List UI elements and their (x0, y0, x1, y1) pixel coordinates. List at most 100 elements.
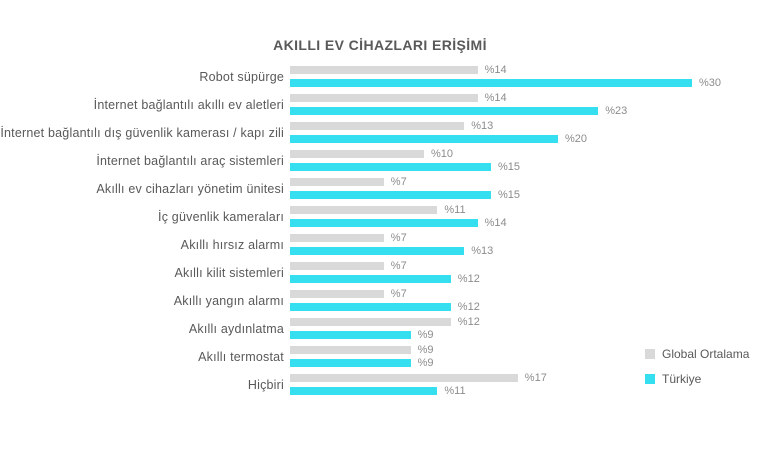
bar-turkiye (290, 107, 599, 115)
value-label-turkiye: %9 (417, 328, 434, 341)
value-label-turkiye: %13 (471, 244, 494, 257)
bar-global (290, 178, 384, 186)
category-label-cell: İnternet bağlantılı dış güvenlik kameras… (0, 122, 290, 143)
bar-line-global: %13 (290, 119, 760, 132)
value-label-global: %11 (444, 203, 466, 216)
bar-line-global: %9 (290, 343, 760, 356)
value-label-turkiye: %15 (498, 160, 521, 173)
value-label-turkiye: %20 (565, 132, 588, 145)
bar-line-global: %11 (290, 203, 760, 216)
bar-line-turkiye: %9 (290, 328, 760, 341)
bar-line-turkiye: %12 (290, 300, 760, 313)
category-label-cell: Akıllı yangın alarmı (0, 290, 290, 311)
turkiye-swatch-icon (645, 374, 655, 384)
value-label-global: %14 (484, 63, 507, 76)
bar-line-global: %14 (290, 91, 760, 104)
value-label-global: %12 (457, 315, 480, 328)
bar-turkiye (290, 275, 451, 283)
bar-turkiye (290, 135, 558, 143)
bar-turkiye (290, 163, 491, 171)
value-label-global: %7 (390, 259, 407, 272)
value-label-turkiye: %15 (498, 188, 521, 201)
category-label: Akıllı kilit sistemleri (174, 265, 284, 280)
value-label-global: %17 (524, 371, 547, 384)
category-label: İç güvenlik kameraları (158, 209, 284, 224)
chart-title: AKILLI EV CİHAZLARI ERİŞİMİ (273, 37, 487, 53)
category-label-cell: Akıllı termostat (0, 346, 290, 367)
value-label-turkiye: %11 (444, 384, 466, 397)
bar-pair: %11 %14 (290, 203, 760, 234)
chart-row: Akıllı kilit sistemleri %7 %12 (0, 259, 760, 290)
bar-line-global: %10 (290, 148, 760, 159)
value-label-turkiye: %12 (457, 300, 480, 313)
value-label-global: %13 (471, 119, 494, 132)
bar-turkiye (290, 247, 465, 255)
bar-line-turkiye: %15 (290, 188, 760, 201)
chart-row: Robot süpürge %14 %30 (0, 63, 760, 94)
value-label-turkiye: %12 (457, 272, 480, 285)
bar-pair: %9 %9 (290, 343, 760, 374)
legend-label-turkiye: Türkiye (662, 372, 702, 386)
bar-pair: %12 %9 (290, 315, 760, 346)
category-label-cell: Akıllı hırsız alarmı (0, 234, 290, 255)
bar-line-global: %14 (290, 63, 760, 76)
bar-pair: %14 %23 (290, 91, 760, 122)
bar-turkiye (290, 303, 451, 311)
bar-global (290, 206, 438, 214)
value-label-turkiye: %9 (417, 356, 434, 369)
bar-global (290, 66, 478, 74)
chart-row: Akıllı aydınlatma %12 %9 (0, 315, 760, 346)
value-label-turkiye: %30 (699, 76, 722, 89)
bar-pair: %17 %11 (290, 371, 760, 402)
category-label: Akıllı ev cihazları yönetim ünitesi (96, 181, 284, 196)
chart-row: İnternet bağlantılı akıllı ev aletleri %… (0, 91, 760, 122)
category-label: İnternet bağlantılı dış güvenlik kameras… (0, 125, 284, 140)
category-label: Akıllı termostat (198, 349, 284, 364)
bar-global (290, 318, 451, 326)
chart-row: Akıllı yangın alarmı %7 %12 (0, 288, 760, 318)
value-label-turkiye: %23 (605, 104, 628, 117)
bar-turkiye (290, 79, 692, 87)
bar-pair: %7 %12 (290, 259, 760, 290)
legend: Global Ortalama Türkiye (645, 347, 749, 397)
legend-item-global: Global Ortalama (645, 347, 749, 361)
bar-global (290, 94, 478, 102)
bar-pair: %14 %30 (290, 63, 760, 94)
bar-turkiye (290, 331, 411, 339)
bar-line-turkiye: %14 (290, 216, 760, 229)
bar-pair: %7 %12 (290, 288, 760, 318)
bar-chart: Robot süpürge %14 %30 İnternet bağlantıl… (0, 63, 760, 402)
category-label-cell: Akıllı kilit sistemleri (0, 262, 290, 283)
chart-row: İç güvenlik kameraları %11 %14 (0, 203, 760, 234)
legend-label-global: Global Ortalama (662, 347, 750, 361)
category-label-cell: Akıllı ev cihazları yönetim ünitesi (0, 178, 290, 199)
category-label: Robot süpürge (199, 69, 284, 84)
bar-global (290, 262, 384, 270)
bar-pair: %13 %20 (290, 119, 760, 150)
value-label-turkiye: %14 (484, 216, 507, 229)
chart-row: Akıllı hırsız alarmı %7 %13 (0, 231, 760, 262)
bar-global (290, 122, 465, 130)
value-label-global: %7 (390, 231, 407, 244)
bar-turkiye (290, 219, 478, 227)
chart-row: Akıllı termostat %9 %9 (0, 343, 760, 374)
category-label-cell: İnternet bağlantılı akıllı ev aletleri (0, 94, 290, 115)
bar-global (290, 374, 518, 382)
bar-line-global: %7 (290, 259, 760, 272)
bar-line-turkiye: %12 (290, 272, 760, 285)
legend-item-turkiye: Türkiye (645, 372, 749, 386)
value-label-global: %14 (484, 91, 507, 104)
bar-line-global: %7 (290, 231, 760, 244)
category-label-cell: Akıllı aydınlatma (0, 318, 290, 339)
category-label: Akıllı hırsız alarmı (180, 237, 284, 252)
bar-pair: %7 %15 (290, 176, 760, 206)
category-label-cell: İnternet bağlantılı araç sistemleri (0, 150, 290, 171)
category-label-cell: Robot süpürge (0, 66, 290, 87)
bar-pair: %10 %15 (290, 148, 760, 178)
value-label-global: %9 (417, 343, 434, 356)
bar-line-global: %17 (290, 371, 760, 384)
category-label-cell: İç güvenlik kameraları (0, 206, 290, 227)
bar-line-turkiye: %9 (290, 356, 760, 369)
bar-line-turkiye: %15 (290, 160, 760, 173)
category-label: Hiçbiri (247, 377, 284, 392)
